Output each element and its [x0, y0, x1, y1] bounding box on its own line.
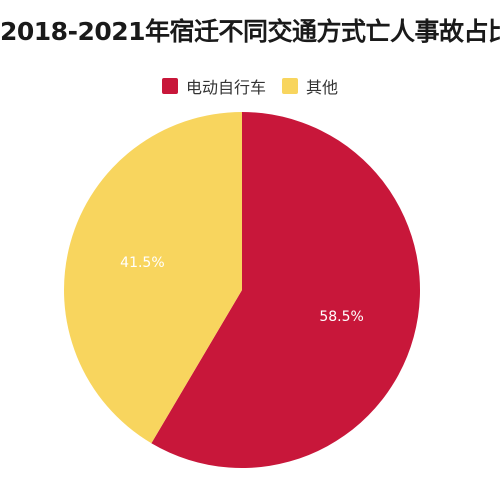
slice-label-ebike: 58.5%: [319, 309, 363, 325]
legend-label-other: 其他: [306, 78, 339, 97]
legend: 电动自行车 其他: [0, 74, 500, 98]
legend-item-ebike: 电动自行车: [161, 74, 266, 98]
slice-label-other: 41.5%: [120, 255, 164, 271]
legend-swatch-ebike: [161, 78, 178, 94]
pie-slice-other: [64, 112, 242, 444]
legend-item-other: 其他: [282, 74, 338, 98]
legend-swatch-other: [282, 78, 298, 94]
chart-title: 2018-2021年宿迁不同交通方式亡人事故占比: [0, 17, 500, 46]
pie-slice-ebike: [151, 112, 421, 469]
legend-label-ebike: 电动自行车: [185, 78, 266, 97]
